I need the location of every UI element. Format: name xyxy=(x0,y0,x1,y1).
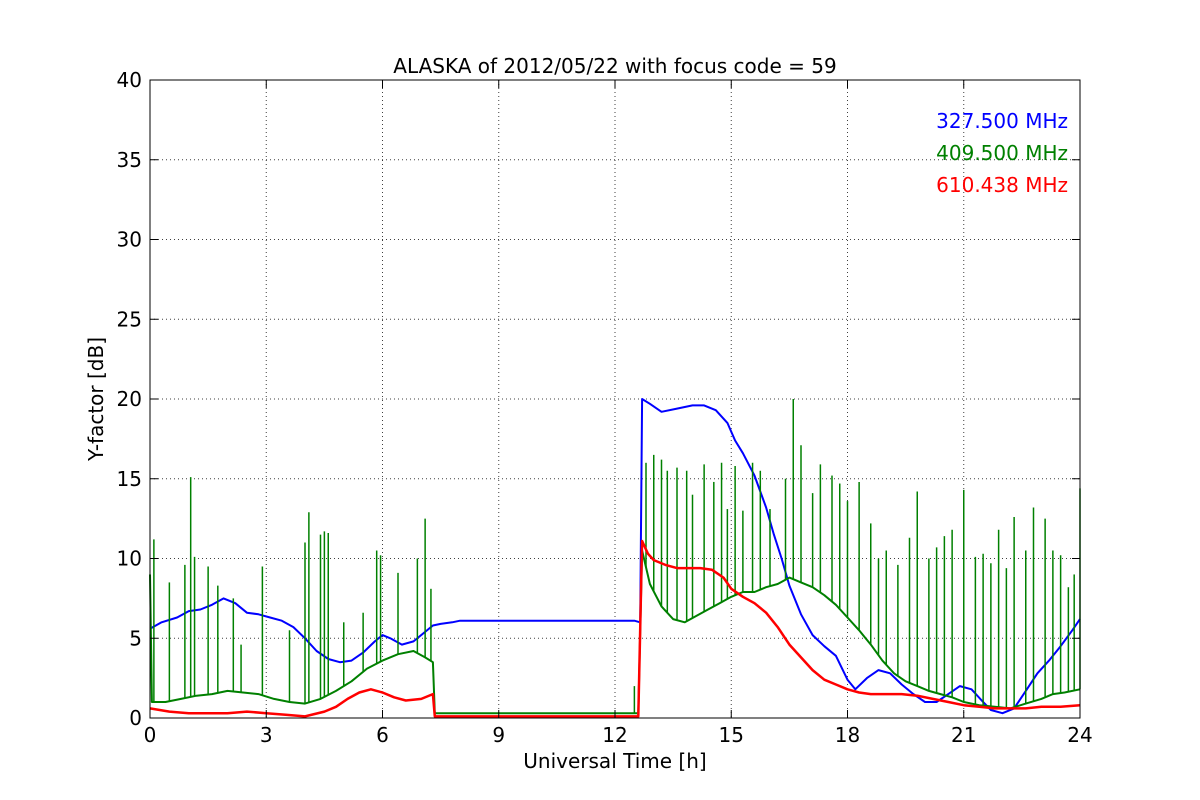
x-axis-label: Universal Time [h] xyxy=(523,749,706,773)
chart-title: ALASKA of 2012/05/22 with focus code = 5… xyxy=(393,54,836,78)
y-tick-label: 25 xyxy=(117,307,142,331)
x-tick-label: 0 xyxy=(144,723,157,747)
x-tick-label: 3 xyxy=(260,723,273,747)
y-tick-label: 15 xyxy=(117,467,142,491)
x-tick-label: 18 xyxy=(835,723,860,747)
y-tick-label: 35 xyxy=(117,148,142,172)
x-tick-label: 6 xyxy=(376,723,389,747)
x-tick-label: 21 xyxy=(951,723,976,747)
x-tick-label: 9 xyxy=(492,723,505,747)
series-layer xyxy=(149,398,1081,718)
series-610-438-mhz xyxy=(149,539,1081,718)
y-axis: 0 5 10 15 20 25 30 35 40 xyxy=(117,68,1080,730)
legend: 327.500 MHz 409.500 MHz 610.438 MHz xyxy=(936,109,1068,197)
legend-entry: 610.438 MHz xyxy=(936,173,1068,197)
x-tick-label: 12 xyxy=(602,723,627,747)
series-327-500-mhz xyxy=(149,398,1081,715)
x-tick-label: 15 xyxy=(719,723,744,747)
y-tick-label: 0 xyxy=(129,706,142,730)
y-tick-label: 5 xyxy=(129,626,142,650)
legend-entry: 409.500 MHz xyxy=(936,141,1068,165)
y-tick-label: 40 xyxy=(117,68,142,92)
series-line xyxy=(149,398,1081,715)
series-line xyxy=(149,539,1081,718)
y-tick-label: 20 xyxy=(117,387,142,411)
y-axis-label: Y-factor [dB] xyxy=(84,337,108,462)
x-axis: 0 3 6 9 12 15 18 21 24 xyxy=(144,80,1093,747)
series-409-500-mhz xyxy=(149,399,1081,715)
y-tick-label: 10 xyxy=(117,547,142,571)
y-tick-label: 30 xyxy=(117,228,142,252)
legend-entry: 327.500 MHz xyxy=(936,109,1068,133)
x-tick-label: 24 xyxy=(1067,723,1092,747)
